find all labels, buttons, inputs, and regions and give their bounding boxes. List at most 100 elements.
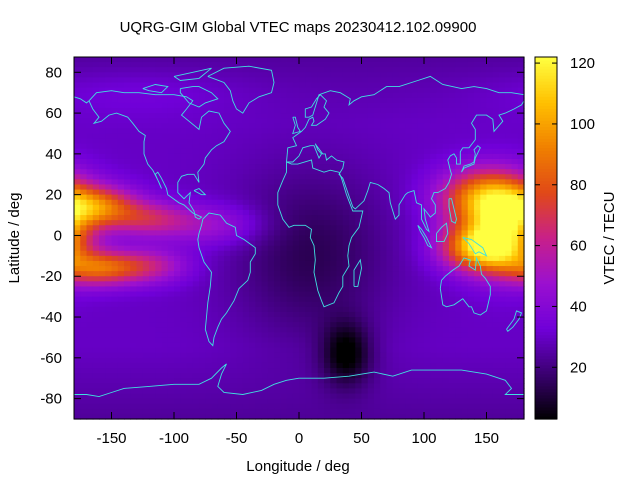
heatmap-cell (517, 189, 525, 196)
heatmap-cell (274, 220, 281, 226)
heatmap-cell (286, 357, 294, 364)
heatmap-cell (292, 266, 300, 272)
heatmap-cell (242, 215, 250, 221)
heatmap-cell (355, 199, 363, 206)
heatmap-cell (386, 327, 394, 333)
heatmap-cell (186, 107, 194, 114)
heatmap-cell (280, 327, 288, 333)
heatmap-cell (255, 87, 263, 94)
heatmap-cell (267, 179, 275, 186)
heatmap-cell (130, 255, 138, 262)
heatmap-cell (99, 296, 106, 303)
heatmap-cell (330, 179, 338, 186)
heatmap-cell (299, 148, 306, 155)
heatmap-cell (261, 102, 269, 109)
heatmap-cell (149, 77, 156, 84)
heatmap-cell (280, 87, 288, 94)
heatmap-cell (74, 153, 81, 160)
heatmap-cell (161, 57, 169, 63)
heatmap-cell (405, 158, 413, 165)
heatmap-cell (299, 174, 306, 180)
heatmap-cell (86, 286, 94, 293)
heatmap-cell (142, 225, 150, 231)
heatmap-cell (430, 398, 438, 405)
heatmap-cell (442, 373, 450, 379)
heatmap-cell (86, 148, 94, 155)
heatmap-cell (86, 174, 94, 180)
heatmap-cell (380, 82, 388, 89)
heatmap-cell (492, 62, 500, 68)
heatmap-cell (230, 393, 238, 400)
heatmap-cell (374, 215, 381, 221)
heatmap-cell (499, 255, 506, 262)
heatmap-cell (199, 57, 206, 63)
heatmap-cell (411, 388, 419, 395)
heatmap-cell (199, 276, 206, 282)
heatmap-cell (249, 169, 256, 175)
heatmap-cell (124, 362, 131, 369)
heatmap-cell (442, 97, 450, 104)
heatmap-cell (180, 118, 188, 124)
heatmap-cell (449, 118, 456, 124)
heatmap-cell (99, 311, 106, 318)
heatmap-cell (486, 357, 494, 364)
heatmap-cell (355, 337, 363, 344)
heatmap-cell (505, 57, 513, 63)
heatmap-cell (511, 250, 519, 257)
heatmap-cell (292, 164, 300, 170)
heatmap-cell (336, 158, 344, 165)
heatmap-cell (311, 128, 319, 135)
heatmap-cell (180, 128, 188, 135)
heatmap-cell (186, 301, 194, 308)
heatmap-cell (399, 398, 406, 405)
heatmap-cell (86, 235, 94, 242)
heatmap-cell (74, 77, 81, 84)
heatmap-cell (299, 158, 306, 165)
heatmap-cell (211, 158, 219, 165)
heatmap-cell (224, 87, 231, 94)
heatmap-cell (480, 352, 488, 359)
heatmap-cell (474, 235, 481, 242)
heatmap-cell (230, 164, 238, 170)
heatmap-cell (311, 306, 319, 313)
heatmap-cell (505, 153, 513, 160)
heatmap-cell (411, 332, 419, 339)
heatmap-cell (442, 327, 450, 333)
heatmap-cell (342, 128, 350, 135)
heatmap-cell (261, 286, 269, 293)
heatmap-cell (492, 102, 500, 109)
heatmap-cell (361, 92, 369, 99)
heatmap-cell (517, 143, 525, 150)
heatmap-cell (367, 97, 375, 104)
heatmap-cell (386, 378, 394, 384)
heatmap-cell (117, 113, 125, 119)
heatmap-cell (367, 209, 375, 216)
heatmap-cell (486, 235, 494, 242)
heatmap-cell (342, 306, 350, 313)
heatmap-cell (324, 383, 331, 390)
heatmap-cell (461, 72, 469, 78)
heatmap-cell (342, 97, 350, 104)
heatmap-cell (211, 291, 219, 298)
heatmap-cell (486, 230, 494, 237)
heatmap-cell (486, 306, 494, 313)
heatmap-cell (405, 215, 413, 221)
heatmap-cell (305, 82, 313, 89)
heatmap-cell (399, 158, 406, 165)
heatmap-cell (392, 266, 400, 272)
heatmap-cell (499, 368, 506, 374)
heatmap-cell (492, 77, 500, 84)
heatmap-cell (292, 398, 300, 405)
heatmap-cell (230, 322, 238, 328)
heatmap-cell (155, 378, 163, 384)
heatmap-cell (86, 189, 94, 196)
heatmap-cell (361, 107, 369, 114)
heatmap-cell (442, 352, 450, 359)
heatmap-cell (342, 209, 350, 216)
heatmap-cell (99, 378, 106, 384)
heatmap-cell (167, 87, 175, 94)
heatmap-cell (449, 169, 456, 175)
heatmap-cell (161, 107, 169, 114)
heatmap-cell (161, 235, 169, 242)
heatmap-cell (267, 250, 275, 257)
